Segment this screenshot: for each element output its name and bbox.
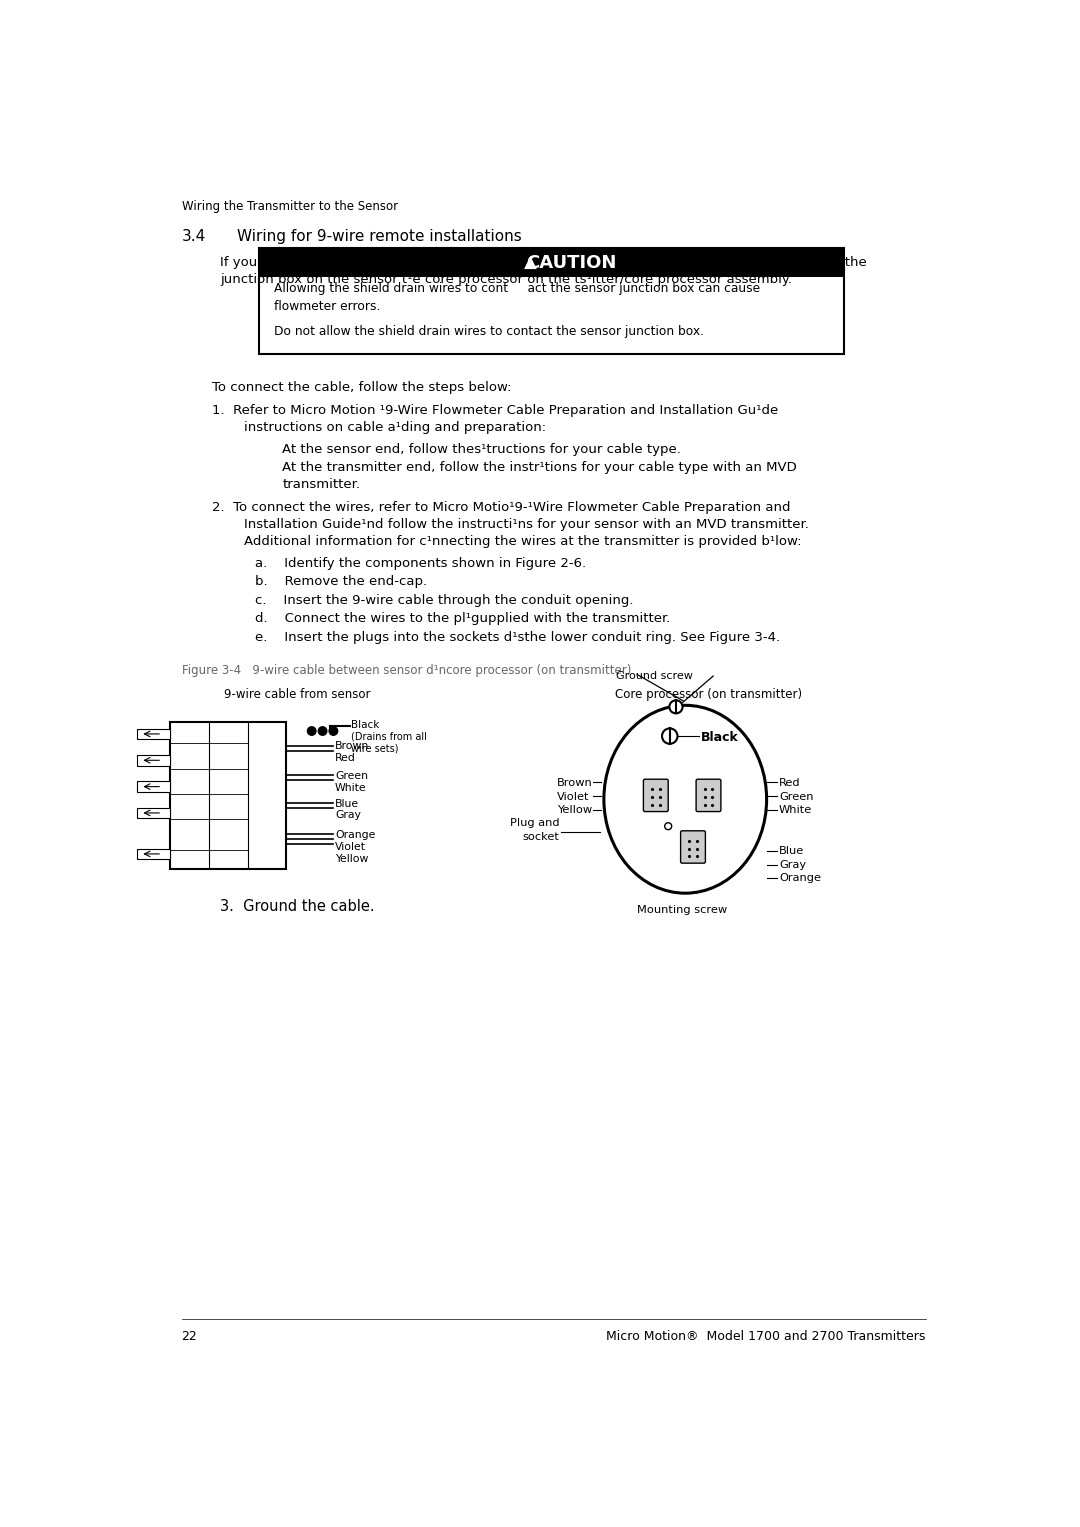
Text: Additional information for c¹nnecting the wires at the transmitter is provided b: Additional information for c¹nnecting th… bbox=[243, 534, 801, 548]
Text: Allowing the shield drain wires to cont     act the sensor junction box can caus: Allowing the shield drain wires to cont … bbox=[274, 282, 760, 295]
Text: Figure 3-4   9-wire cable between sensor d¹ncore processor (on transmitter): Figure 3-4 9-wire cable between sensor d… bbox=[181, 664, 631, 678]
Circle shape bbox=[319, 727, 327, 736]
Text: Green: Green bbox=[335, 771, 368, 780]
Text: White: White bbox=[779, 805, 812, 815]
Text: 3.  Ground the cable.: 3. Ground the cable. bbox=[220, 899, 375, 915]
Text: Installation Guide¹nd follow the instructi¹ns for your sensor with an MVD transm: Installation Guide¹nd follow the instruc… bbox=[243, 518, 808, 531]
Text: Orange: Orange bbox=[779, 873, 821, 883]
Bar bbox=[259, 247, 845, 354]
Text: Brown: Brown bbox=[335, 742, 369, 751]
Text: Wiring for 9-wire remote installations: Wiring for 9-wire remote installations bbox=[238, 229, 522, 244]
Text: To connect the cable, follow the steps below:: To connect the cable, follow the steps b… bbox=[213, 382, 512, 394]
Text: instructions on cable a¹ding and preparation:: instructions on cable a¹ding and prepara… bbox=[243, 421, 545, 434]
Text: Black: Black bbox=[701, 731, 739, 744]
Text: White: White bbox=[335, 783, 366, 793]
Bar bbox=[137, 782, 170, 793]
FancyBboxPatch shape bbox=[644, 779, 669, 811]
Text: Black: Black bbox=[351, 721, 379, 730]
Text: Gray: Gray bbox=[779, 860, 806, 870]
Text: Mounting screw: Mounting screw bbox=[637, 904, 727, 915]
Bar bbox=[137, 808, 170, 818]
Bar bbox=[259, 247, 845, 278]
Text: b.    Remove the end-cap.: b. Remove the end-cap. bbox=[255, 576, 428, 588]
Circle shape bbox=[662, 728, 677, 744]
Text: Red: Red bbox=[779, 777, 800, 788]
Text: At the transmitter end, follow the instr¹tions for your cable type with an MVD: At the transmitter end, follow the instr… bbox=[282, 461, 797, 475]
Text: flowmeter errors.: flowmeter errors. bbox=[274, 301, 381, 313]
Text: e.    Insert the plugs into the sockets d¹sthe lower conduit ring. See Figure 3-: e. Insert the plugs into the sockets d¹s… bbox=[255, 631, 780, 643]
FancyBboxPatch shape bbox=[697, 779, 721, 811]
Text: Green: Green bbox=[779, 791, 813, 802]
Text: wire sets): wire sets) bbox=[351, 744, 399, 753]
Text: a.    Identify the components shown in Figure 2-6.: a. Identify the components shown in Figu… bbox=[255, 557, 586, 570]
Text: At the sensor end, follow thes¹tructions for your cable type.: At the sensor end, follow thes¹tructions… bbox=[282, 443, 681, 455]
Text: Gray: Gray bbox=[335, 811, 361, 820]
Text: junction box on the sensor t¹e core processor on the ts¹itter/core processor ass: junction box on the sensor t¹e core proc… bbox=[220, 273, 793, 287]
Bar bbox=[137, 754, 170, 765]
FancyBboxPatch shape bbox=[680, 831, 705, 863]
Text: Brown: Brown bbox=[557, 777, 593, 788]
Text: Do not allow the shield drain wires to contact the sensor junction box.: Do not allow the shield drain wires to c… bbox=[274, 325, 704, 337]
Text: transmitter.: transmitter. bbox=[282, 478, 361, 492]
Ellipse shape bbox=[604, 705, 767, 893]
Bar bbox=[170, 722, 286, 869]
Text: CAUTION: CAUTION bbox=[526, 253, 616, 272]
Text: 3.4: 3.4 bbox=[181, 229, 206, 244]
Text: Violet: Violet bbox=[557, 791, 590, 802]
Text: If you chose a 9-wire remote installation (see Figu¹e,2¹ 9-wire cable must be us: If you chose a 9-wire remote installatio… bbox=[220, 257, 867, 269]
Text: (Drains from all: (Drains from all bbox=[351, 731, 427, 742]
Text: 2.  To connect the wires, refer to Micro Motio¹9-¹Wire Flowmeter Cable Preparati: 2. To connect the wires, refer to Micro … bbox=[213, 501, 791, 515]
Text: d.    Connect the wires to the pl¹gupplied with the transmitter.: d. Connect the wires to the pl¹gupplied … bbox=[255, 612, 671, 625]
Text: Micro Motion®  Model 1700 and 2700 Transmitters: Micro Motion® Model 1700 and 2700 Transm… bbox=[606, 1330, 926, 1342]
Text: Orange: Orange bbox=[335, 829, 376, 840]
Text: Plug and: Plug and bbox=[510, 818, 559, 829]
Text: ▲: ▲ bbox=[524, 253, 537, 272]
Text: c.    Insert the 9-wire cable through the conduit opening.: c. Insert the 9-wire cable through the c… bbox=[255, 594, 634, 606]
Circle shape bbox=[664, 823, 672, 829]
Circle shape bbox=[329, 727, 338, 736]
Text: Violet: Violet bbox=[335, 841, 366, 852]
Text: Wiring the Transmitter to the Sensor: Wiring the Transmitter to the Sensor bbox=[181, 200, 397, 214]
Text: 1.  Refer to Micro Motion ¹9-Wire Flowmeter Cable Preparation and Installation G: 1. Refer to Micro Motion ¹9-Wire Flowmet… bbox=[213, 405, 779, 417]
Text: Red: Red bbox=[335, 753, 355, 764]
Text: Yellow: Yellow bbox=[557, 805, 593, 815]
Text: Core processor (on transmitter): Core processor (on transmitter) bbox=[615, 687, 802, 701]
Text: 9-wire cable from sensor: 9-wire cable from sensor bbox=[225, 687, 372, 701]
Bar bbox=[137, 728, 170, 739]
Text: Ground screw: Ground screw bbox=[616, 672, 692, 681]
Text: Yellow: Yellow bbox=[335, 854, 368, 864]
Bar bbox=[137, 849, 170, 860]
Text: Blue: Blue bbox=[779, 846, 805, 857]
Text: Blue: Blue bbox=[335, 799, 359, 808]
Text: 22: 22 bbox=[181, 1330, 198, 1342]
Text: socket: socket bbox=[523, 832, 559, 841]
Circle shape bbox=[308, 727, 316, 736]
Circle shape bbox=[670, 701, 683, 713]
